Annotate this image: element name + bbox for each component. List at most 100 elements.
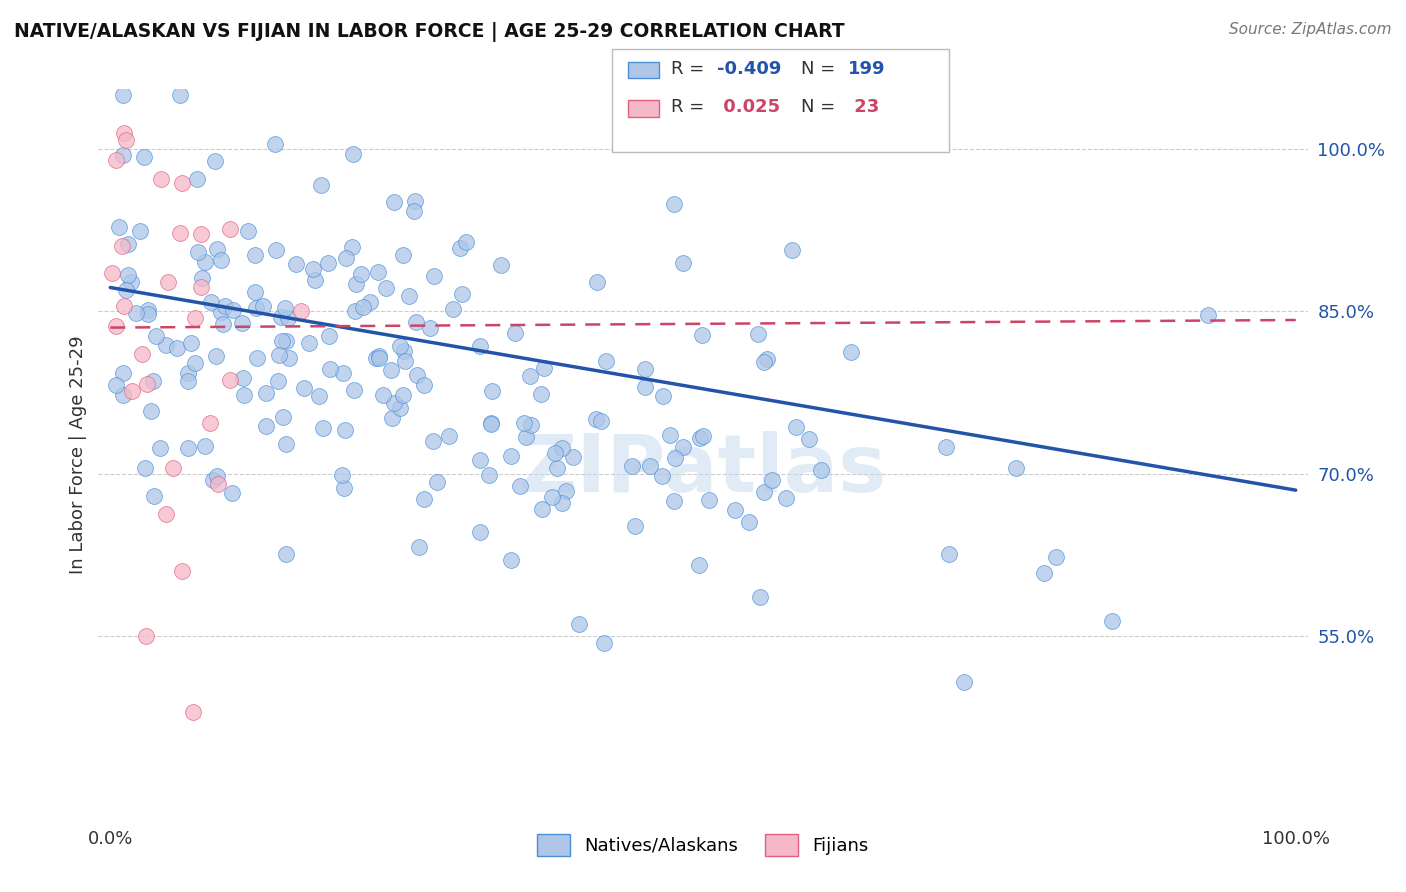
Point (209, 305, 232, 319)
Point (200, 295, 222, 310)
Point (621, 459, 644, 474)
Point (312, 421, 335, 435)
Point (134, 149, 156, 163)
Point (468, 453, 491, 467)
Y-axis label: In Labor Force | Age 25-29: In Labor Force | Age 25-29 (69, 335, 87, 574)
Point (375, 281, 398, 295)
Point (271, 334, 294, 348)
Point (277, 310, 299, 325)
Point (1004, 461, 1026, 475)
Point (243, 285, 266, 299)
Point (652, 388, 675, 402)
Point (568, 617, 591, 632)
Point (592, 636, 614, 650)
Point (111, 366, 134, 380)
Point (202, 474, 225, 488)
Point (101, 266, 124, 280)
Point (252, 299, 274, 313)
Point (747, 326, 769, 341)
Point (364, 351, 387, 366)
Point (264, 137, 287, 152)
Point (664, 197, 686, 211)
Point (246, 351, 269, 366)
Point (752, 355, 775, 369)
Point (688, 558, 710, 573)
Point (204, 153, 226, 168)
Point (659, 428, 682, 442)
Text: R =: R = (671, 60, 710, 78)
Point (214, 299, 236, 313)
Point (309, 178, 332, 192)
Point (145, 328, 167, 343)
Text: 23: 23 (848, 98, 879, 116)
Point (170, 176, 193, 190)
Point (761, 473, 783, 487)
Point (624, 518, 647, 533)
Point (277, 351, 299, 365)
Point (155, 337, 177, 351)
Point (402, 203, 425, 218)
Point (650, 469, 672, 483)
Point (124, 306, 146, 320)
Point (162, 460, 184, 475)
Point (367, 265, 389, 279)
Point (184, 311, 207, 326)
Point (344, 277, 367, 291)
Point (551, 441, 574, 455)
Point (267, 348, 290, 362)
Point (952, 674, 974, 689)
Text: N =: N = (801, 60, 841, 78)
Point (591, 414, 613, 428)
Point (219, 373, 242, 387)
Point (190, 271, 212, 285)
Point (318, 329, 340, 343)
Point (634, 380, 657, 394)
Point (111, 148, 134, 162)
Point (221, 486, 243, 500)
Point (135, 377, 157, 392)
Point (1045, 550, 1067, 565)
Point (441, 302, 464, 317)
Point (274, 548, 297, 562)
Point (274, 334, 297, 348)
Point (426, 475, 449, 489)
Point (292, 381, 315, 395)
Point (938, 548, 960, 562)
Point (177, 375, 200, 389)
Point (481, 384, 503, 398)
Point (519, 369, 541, 384)
Text: ZIPatlas: ZIPatlas (519, 431, 887, 508)
Point (697, 493, 720, 508)
Text: R =: R = (671, 98, 710, 116)
Point (530, 502, 553, 516)
Point (513, 416, 536, 430)
Point (304, 273, 326, 287)
Point (104, 377, 127, 392)
Point (499, 449, 522, 463)
Point (664, 450, 686, 465)
Point (368, 349, 391, 363)
Point (392, 248, 415, 262)
Point (755, 351, 778, 366)
Point (222, 303, 245, 318)
Point (190, 280, 212, 294)
Point (169, 87, 191, 102)
Point (156, 276, 179, 290)
Point (149, 441, 172, 455)
Point (408, 540, 430, 554)
Text: 199: 199 (848, 60, 886, 78)
Point (232, 371, 254, 385)
Point (121, 384, 143, 398)
Point (752, 484, 775, 499)
Point (149, 172, 172, 186)
Point (136, 307, 159, 321)
Point (120, 276, 142, 290)
Point (405, 315, 427, 329)
Legend: Natives/Alaskans, Fijians: Natives/Alaskans, Fijians (530, 826, 876, 863)
Point (316, 256, 339, 270)
Point (810, 463, 832, 477)
Point (107, 219, 129, 234)
Point (454, 235, 477, 249)
Point (780, 243, 803, 257)
Point (672, 255, 695, 269)
